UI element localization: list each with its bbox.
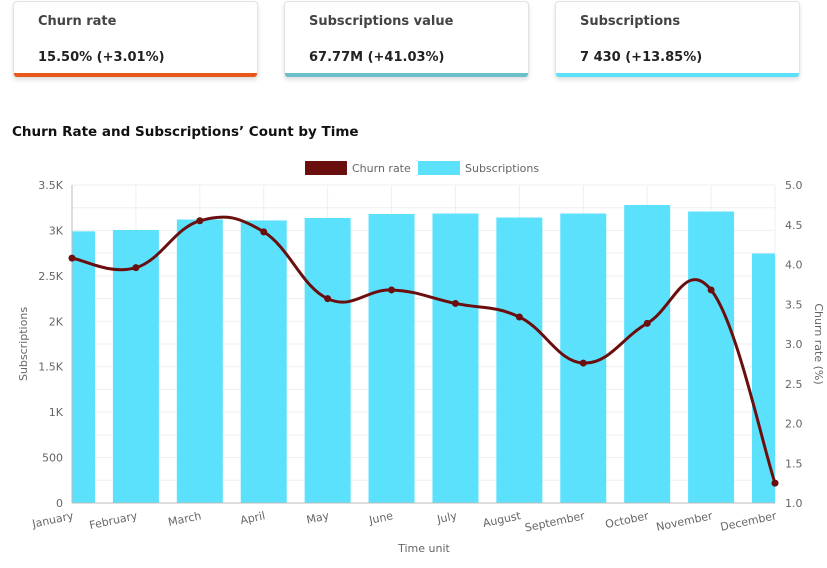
y-right-tick-label: 3.5 xyxy=(785,298,803,311)
bar-subscriptions-april[interactable] xyxy=(240,220,287,504)
y-axis-left-title: Subscriptions xyxy=(17,307,30,381)
y-right-tick-label: 5.0 xyxy=(785,179,803,192)
x-tick-label: October xyxy=(604,509,650,531)
x-tick-label: November xyxy=(655,509,714,534)
x-tick-label: March xyxy=(167,509,203,529)
x-axis-title: Time unit xyxy=(397,542,450,555)
point-churn-rate-may[interactable] xyxy=(324,295,332,303)
y-right-tick-label: 4.0 xyxy=(785,259,803,272)
bar-subscriptions-november[interactable] xyxy=(688,211,735,504)
point-churn-rate-august[interactable] xyxy=(515,313,523,321)
kpi-card-subscriptions: Subscriptions 7 430 (+13.85%) xyxy=(555,1,800,78)
y-left-tick-label: 500 xyxy=(42,452,63,465)
kpi-label: Subscriptions xyxy=(580,14,681,29)
legend-swatch-churn-rate xyxy=(305,161,347,175)
legend-label-subscriptions[interactable]: Subscriptions xyxy=(465,162,539,175)
x-tick-label: February xyxy=(88,509,139,532)
x-tick-label: June xyxy=(367,509,394,527)
y-right-tick-label: 4.5 xyxy=(785,219,803,232)
x-tick-label: December xyxy=(719,509,778,534)
point-churn-rate-february[interactable] xyxy=(132,264,140,272)
bar-subscriptions-may[interactable] xyxy=(304,217,351,503)
y-left-tick-label: 0 xyxy=(56,497,63,510)
x-tick-label: May xyxy=(305,509,330,527)
kpi-card-subscriptions-value: Subscriptions value 67.77M (+41.03%) xyxy=(284,1,529,78)
y-left-tick-label: 2.5K xyxy=(38,270,63,283)
point-churn-rate-june[interactable] xyxy=(388,286,396,294)
x-tick-label: August xyxy=(482,509,523,530)
point-churn-rate-april[interactable] xyxy=(260,228,268,236)
y-axis-right-title: Churn rate (%) xyxy=(812,303,825,384)
point-churn-rate-november[interactable] xyxy=(707,286,715,294)
bar-subscriptions-february[interactable] xyxy=(112,229,159,503)
y-right-tick-label: 3.0 xyxy=(785,338,803,351)
y-right-tick-label: 1.0 xyxy=(785,497,803,510)
kpi-label: Churn rate xyxy=(38,14,117,29)
y-right-tick-label: 2.0 xyxy=(785,418,803,431)
y-left-tick-label: 1K xyxy=(49,406,64,419)
kpi-value: 7 430 (+13.85%) xyxy=(580,50,703,65)
y-left-tick-label: 3.5K xyxy=(38,179,63,192)
point-churn-rate-july[interactable] xyxy=(451,299,459,307)
kpi-value: 67.77M (+41.03%) xyxy=(309,50,445,65)
bar-subscriptions-march[interactable] xyxy=(176,219,223,504)
y-left-tick-label: 1.5K xyxy=(38,361,63,374)
y-right-tick-label: 2.5 xyxy=(785,378,803,391)
y-right-tick-label: 1.5 xyxy=(785,457,803,470)
point-churn-rate-september[interactable] xyxy=(579,359,587,367)
y-left-tick-label: 2K xyxy=(49,315,64,328)
point-churn-rate-january[interactable] xyxy=(68,254,76,262)
kpi-accent-bar xyxy=(285,73,528,77)
x-tick-label: April xyxy=(239,509,266,527)
kpi-accent-bar xyxy=(556,73,799,77)
point-churn-rate-october[interactable] xyxy=(643,319,651,327)
point-churn-rate-december[interactable] xyxy=(771,479,779,487)
kpi-accent-bar xyxy=(14,73,257,77)
legend-label-churn-rate[interactable]: Churn rate xyxy=(352,162,411,175)
chart-title: Churn Rate and Subscriptions’ Count by T… xyxy=(12,124,359,140)
bar-subscriptions-june[interactable] xyxy=(368,213,415,503)
x-tick-label: September xyxy=(524,509,587,534)
bar-subscriptions-january[interactable] xyxy=(72,231,95,503)
bar-subscriptions-july[interactable] xyxy=(432,213,479,503)
kpi-label: Subscriptions value xyxy=(309,14,454,29)
bar-subscriptions-december[interactable] xyxy=(752,253,775,503)
bar-subscriptions-october[interactable] xyxy=(624,204,671,503)
point-churn-rate-march[interactable] xyxy=(196,217,204,225)
legend: Churn rate Subscriptions xyxy=(305,161,539,175)
kpi-value: 15.50% (+3.01%) xyxy=(38,50,165,65)
kpi-card-churn-rate: Churn rate 15.50% (+3.01%) xyxy=(13,1,258,78)
legend-swatch-subscriptions xyxy=(418,161,460,175)
x-tick-label: January xyxy=(30,509,75,531)
x-tick-label: July xyxy=(435,509,459,526)
bar-subscriptions-august[interactable] xyxy=(496,217,543,503)
y-left-tick-label: 3K xyxy=(49,224,64,237)
